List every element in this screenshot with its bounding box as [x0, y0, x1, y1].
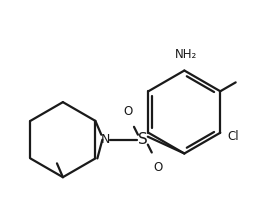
Text: NH₂: NH₂: [175, 48, 197, 61]
Text: O: O: [123, 105, 133, 118]
Text: S: S: [138, 132, 148, 147]
Text: Cl: Cl: [227, 130, 239, 143]
Text: O: O: [153, 161, 162, 174]
Text: N: N: [101, 133, 110, 146]
